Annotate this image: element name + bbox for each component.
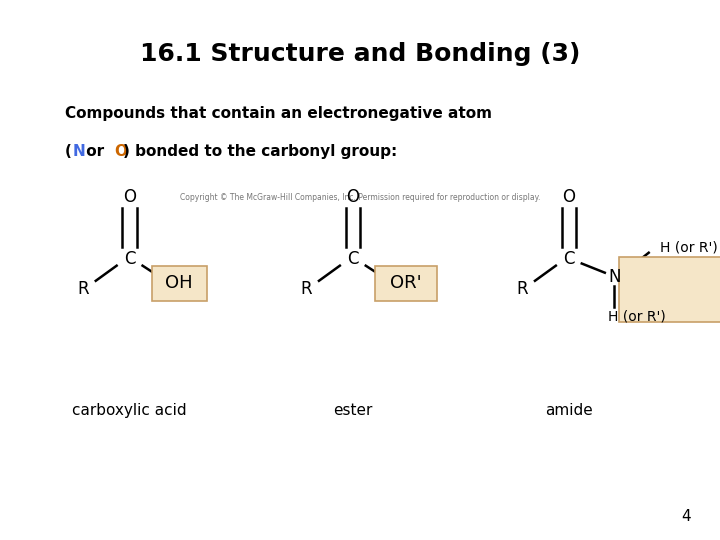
- Text: R: R: [516, 280, 528, 298]
- Text: N: N: [73, 144, 86, 159]
- Text: ) bonded to the carbonyl group:: ) bonded to the carbonyl group:: [122, 144, 397, 159]
- Text: carboxylic acid: carboxylic acid: [72, 403, 187, 418]
- Text: or: or: [81, 144, 109, 159]
- Text: C: C: [563, 250, 575, 268]
- Text: R: R: [300, 280, 312, 298]
- Text: N: N: [608, 268, 621, 286]
- FancyBboxPatch shape: [619, 256, 720, 322]
- Text: OR': OR': [390, 274, 422, 293]
- Text: Compounds that contain an electronegative atom: Compounds that contain an electronegativ…: [65, 106, 492, 121]
- Text: C: C: [124, 250, 135, 268]
- Text: ester: ester: [333, 403, 372, 418]
- Text: C: C: [347, 250, 359, 268]
- Text: O: O: [123, 188, 136, 206]
- Text: 16.1 Structure and Bonding (3): 16.1 Structure and Bonding (3): [140, 42, 580, 66]
- Text: H (or R'): H (or R'): [608, 309, 666, 323]
- Text: (: (: [65, 144, 72, 159]
- Text: R: R: [77, 280, 89, 298]
- Text: OH: OH: [166, 274, 193, 293]
- FancyBboxPatch shape: [152, 266, 207, 301]
- Text: Copyright © The McGraw-Hill Companies, Inc. Permission required for reproduction: Copyright © The McGraw-Hill Companies, I…: [180, 193, 540, 201]
- Text: amide: amide: [545, 403, 593, 418]
- Text: 4: 4: [682, 509, 691, 524]
- Text: O: O: [346, 188, 359, 206]
- Text: O: O: [114, 144, 127, 159]
- FancyBboxPatch shape: [375, 266, 437, 301]
- Text: O: O: [562, 188, 575, 206]
- Text: H (or R'): H (or R'): [660, 240, 717, 254]
